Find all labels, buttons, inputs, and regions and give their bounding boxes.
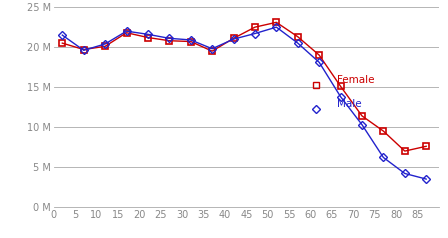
Female xyxy=(81,48,86,51)
Male xyxy=(381,156,386,159)
Female xyxy=(274,21,279,24)
Text: Female: Female xyxy=(337,75,375,85)
Female xyxy=(167,39,172,42)
Male xyxy=(338,95,343,98)
Male xyxy=(60,34,65,37)
Male xyxy=(231,38,236,40)
Female xyxy=(381,130,386,133)
Male xyxy=(423,178,429,180)
Male xyxy=(81,49,86,52)
Female xyxy=(103,45,108,48)
Male xyxy=(124,30,129,33)
Female xyxy=(188,40,194,43)
Female xyxy=(316,54,322,57)
Line: Female: Female xyxy=(60,20,429,154)
Female xyxy=(423,145,429,148)
Female xyxy=(124,31,129,34)
Male xyxy=(103,43,108,45)
Female xyxy=(252,26,258,29)
Female xyxy=(210,50,215,53)
Male xyxy=(188,39,194,41)
Female xyxy=(60,42,65,45)
Female xyxy=(295,35,301,38)
Male xyxy=(359,123,365,126)
Text: Male: Male xyxy=(337,99,362,109)
Male xyxy=(274,26,279,29)
Male xyxy=(402,172,408,175)
Male xyxy=(316,61,322,64)
Line: Male: Male xyxy=(60,24,429,182)
Female xyxy=(338,85,343,88)
Male xyxy=(295,42,301,45)
Male xyxy=(252,32,258,35)
Male xyxy=(210,47,215,50)
Male xyxy=(145,33,151,36)
Male xyxy=(167,37,172,40)
Female xyxy=(359,114,365,117)
Female xyxy=(145,36,151,39)
Female xyxy=(231,37,236,40)
Female xyxy=(402,150,408,153)
